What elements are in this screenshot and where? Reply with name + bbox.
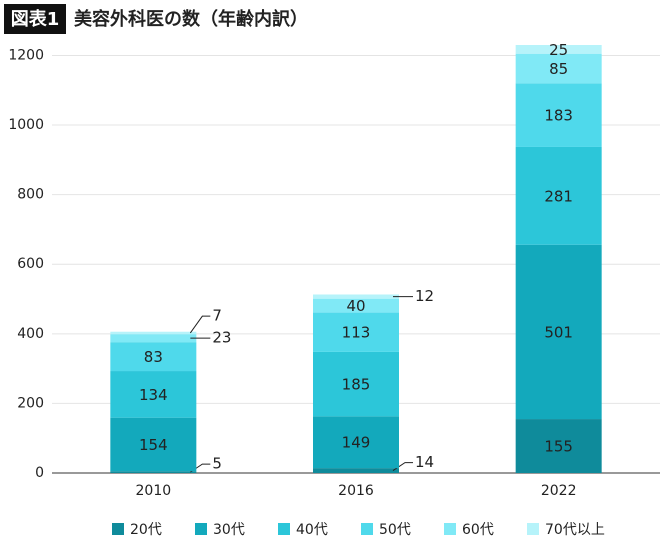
data-label: 185 [342,376,371,394]
bar-segment [313,351,399,417]
leader-line [189,315,211,334]
data-label: 23 [212,329,231,347]
data-label: 7 [212,307,222,325]
legend-swatch [112,523,124,535]
bar-segment [515,53,602,84]
bar-segment [515,146,602,245]
data-label: 149 [342,434,371,452]
y-tick-label: 400 [17,326,44,342]
data-label: 155 [544,438,573,456]
data-label: 85 [549,60,568,78]
y-tick-label: 800 [17,187,44,203]
bar-segment [515,419,602,473]
bar-segment [313,298,399,313]
data-label: 12 [415,287,434,305]
x-tick-label: 2016 [338,483,374,499]
y-tick-label: 600 [17,256,44,272]
bar-segment [313,468,399,473]
bar-segment [313,416,399,469]
chart-title: 美容外科医の数（年齢内訳） [74,8,308,30]
bar-segment [110,417,197,472]
data-label: 501 [544,323,573,341]
legend-swatch [527,523,539,535]
data-label: 40 [346,297,365,315]
bar-segment [313,294,399,299]
data-label: 14 [415,453,434,471]
y-tick-label: 1000 [8,117,44,133]
data-label: 5 [212,455,222,473]
bar-segment [110,331,197,335]
y-tick-label: 0 [35,465,44,481]
legend-label: 20代 [130,522,162,538]
badge: 図表1 [11,8,60,30]
x-tick-label: 2010 [136,483,172,499]
badge-bg [4,4,66,34]
legend-swatch [361,523,373,535]
legend-swatch [444,523,456,535]
data-label: 25 [549,41,568,59]
bar-segment [313,312,399,352]
bar-segment [110,334,197,343]
legend-label: 60代 [462,522,494,538]
legend-label: 50代 [379,522,411,538]
bar-segment [515,244,602,420]
data-label: 113 [342,324,371,342]
data-label: 154 [139,436,168,454]
x-tick-label: 2022 [541,483,577,499]
bar-segment [515,83,602,147]
legend-label: 70代以上 [545,522,605,538]
bar-segment [110,342,197,372]
data-label: 134 [139,386,168,404]
legend-swatch [278,523,290,535]
data-label: 183 [544,107,573,125]
y-tick-label: 1200 [8,47,44,63]
data-label: 83 [144,348,163,366]
bar-segment [110,471,197,473]
legend-label: 40代 [296,522,328,538]
y-tick-label: 200 [17,395,44,411]
data-label: 281 [544,187,573,205]
bar-segment [110,371,197,418]
bar-segment [515,45,602,54]
legend-swatch [195,523,207,535]
legend-label: 30代 [213,522,245,538]
